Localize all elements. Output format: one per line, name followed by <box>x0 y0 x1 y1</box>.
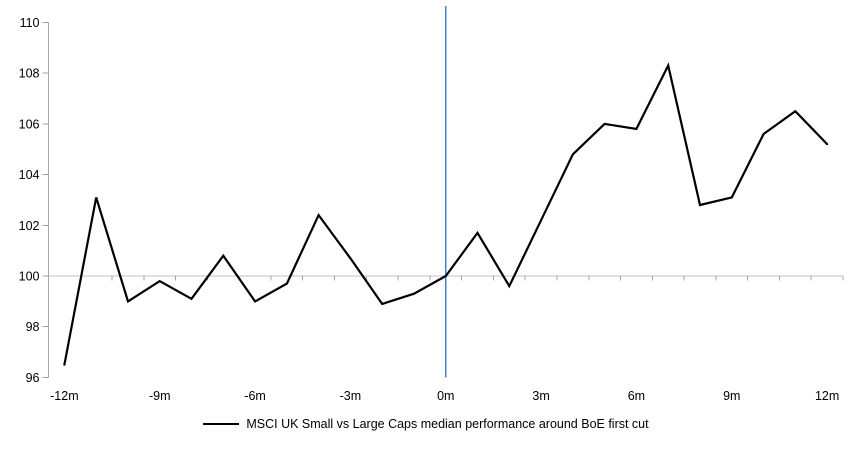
y-tick-label: 106 <box>19 117 40 131</box>
x-tick-label: -3m <box>340 389 362 403</box>
legend-label: MSCI UK Small vs Large Caps median perfo… <box>246 417 649 431</box>
x-tick-label: 3m <box>532 389 549 403</box>
x-tick-label: -9m <box>149 389 171 403</box>
y-tick-label: 104 <box>19 168 40 182</box>
x-tick-label: 9m <box>723 389 740 403</box>
y-tick-label: 100 <box>19 270 40 284</box>
legend-line-sample <box>203 423 240 425</box>
x-tick-label: 6m <box>628 389 645 403</box>
axis-labels: 96 98 100 102 104 106 108 110 -12m -9m -6m -3m 0m 3m 6… <box>19 16 840 403</box>
x-tick-label: -12m <box>50 389 78 403</box>
series-line-group <box>63 62 829 366</box>
x-tick-label: -6m <box>244 389 266 403</box>
y-tick-label: 110 <box>20 16 40 30</box>
x-tick-label: 12m <box>815 389 839 403</box>
legend: MSCI UK Small vs Large Caps median perfo… <box>0 417 852 431</box>
y-tick-label: 96 <box>26 371 40 385</box>
series-line <box>63 62 829 366</box>
x-tick-label: 0m <box>437 389 454 403</box>
y-axis <box>42 21 49 378</box>
y-tick-label: 108 <box>19 67 40 81</box>
y-tick-label: 98 <box>26 320 40 334</box>
y-tick-label: 102 <box>19 219 40 233</box>
